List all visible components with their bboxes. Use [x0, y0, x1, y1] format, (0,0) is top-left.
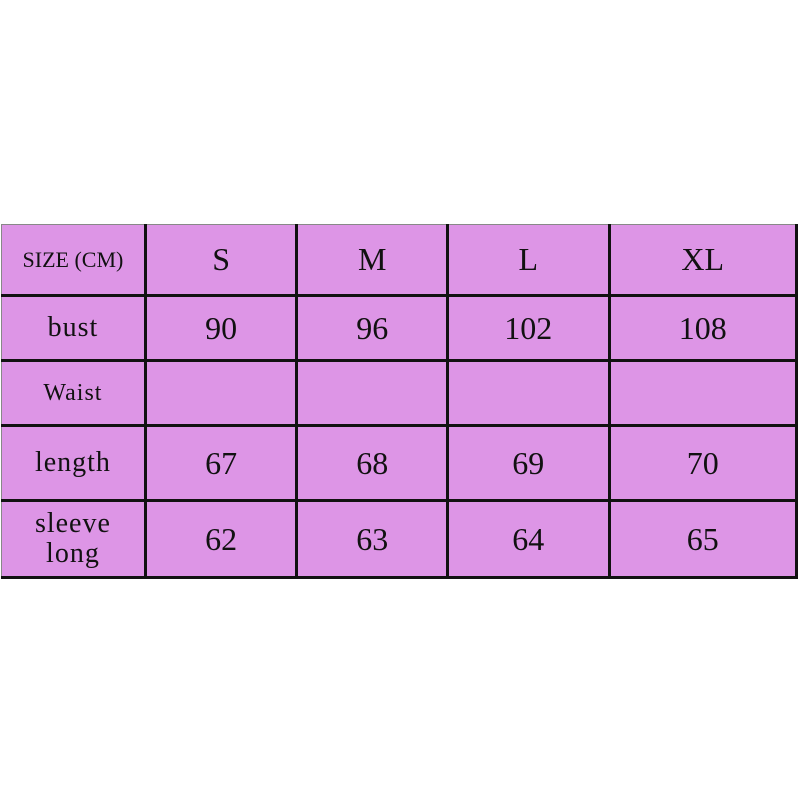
cell [295, 359, 449, 427]
table-row: sleeve long 62 63 64 65 [1, 499, 798, 579]
cell: 96 [295, 294, 449, 362]
cell: 67 [143, 424, 299, 502]
header-size-xl: XL [607, 224, 798, 297]
cell: 90 [143, 294, 299, 362]
header-size-l: L [445, 224, 611, 297]
cell: 64 [445, 499, 611, 579]
table-row: bust 90 96 102 108 [1, 294, 798, 362]
cell [143, 359, 299, 427]
cell: 108 [607, 294, 798, 362]
cell: 65 [607, 499, 798, 579]
cell: 70 [607, 424, 798, 502]
header-row: SIZE (CM) S M L XL [1, 224, 798, 297]
table-row: length 67 68 69 70 [1, 424, 798, 502]
cell: 68 [295, 424, 449, 502]
cell [445, 359, 611, 427]
size-chart-table: SIZE (CM) S M L XL bust 90 96 102 108 Wa… [1, 224, 798, 579]
header-size-s: S [143, 224, 299, 297]
cell: 102 [445, 294, 611, 362]
row-label: Waist [1, 359, 147, 427]
row-label: sleeve long [1, 499, 147, 579]
header-label: SIZE (CM) [1, 224, 147, 297]
row-label: length [1, 424, 147, 502]
cell: 62 [143, 499, 299, 579]
header-size-m: M [295, 224, 449, 297]
row-label: bust [1, 294, 147, 362]
cell: 63 [295, 499, 449, 579]
cell [607, 359, 798, 427]
table-row: Waist [1, 359, 798, 427]
cell: 69 [445, 424, 611, 502]
